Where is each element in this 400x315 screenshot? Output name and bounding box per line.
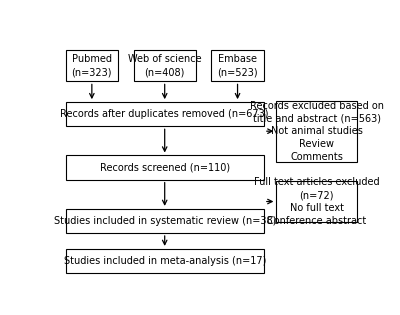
Text: Embase
(n=523): Embase (n=523) bbox=[217, 54, 258, 77]
Text: Studies included in meta-analysis (n=17): Studies included in meta-analysis (n=17) bbox=[64, 256, 266, 266]
Text: Studies included in systematic review (n=38): Studies included in systematic review (n… bbox=[54, 216, 276, 226]
FancyBboxPatch shape bbox=[211, 50, 264, 82]
FancyBboxPatch shape bbox=[66, 155, 264, 180]
Text: Records after duplicates removed (n=673): Records after duplicates removed (n=673) bbox=[60, 109, 269, 119]
Text: Pubmed
(n=323): Pubmed (n=323) bbox=[72, 54, 112, 77]
Text: Records excluded based on
title and abstract (n=563)
Not animal studies
Review
C: Records excluded based on title and abst… bbox=[250, 100, 384, 162]
FancyBboxPatch shape bbox=[134, 50, 196, 82]
FancyBboxPatch shape bbox=[66, 102, 264, 126]
FancyBboxPatch shape bbox=[276, 181, 357, 222]
Text: Records screened (n=110): Records screened (n=110) bbox=[100, 163, 230, 173]
FancyBboxPatch shape bbox=[66, 249, 264, 273]
FancyBboxPatch shape bbox=[66, 209, 264, 233]
FancyBboxPatch shape bbox=[276, 101, 357, 162]
Text: Full text articles excluded
(n=72)
No full text
Conference abstract: Full text articles excluded (n=72) No fu… bbox=[254, 177, 380, 226]
Text: Web of science
(n=408): Web of science (n=408) bbox=[128, 54, 202, 77]
FancyBboxPatch shape bbox=[66, 50, 118, 82]
